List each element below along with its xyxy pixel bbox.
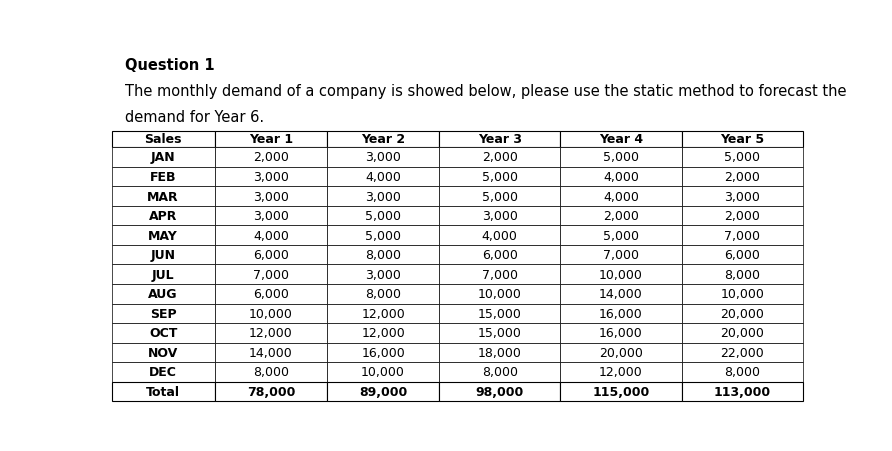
Text: The monthly demand of a company is showed below, please use the static method to: The monthly demand of a company is showe… xyxy=(125,83,847,98)
Text: Question 1: Question 1 xyxy=(125,58,215,73)
Text: demand for Year 6.: demand for Year 6. xyxy=(125,110,264,124)
